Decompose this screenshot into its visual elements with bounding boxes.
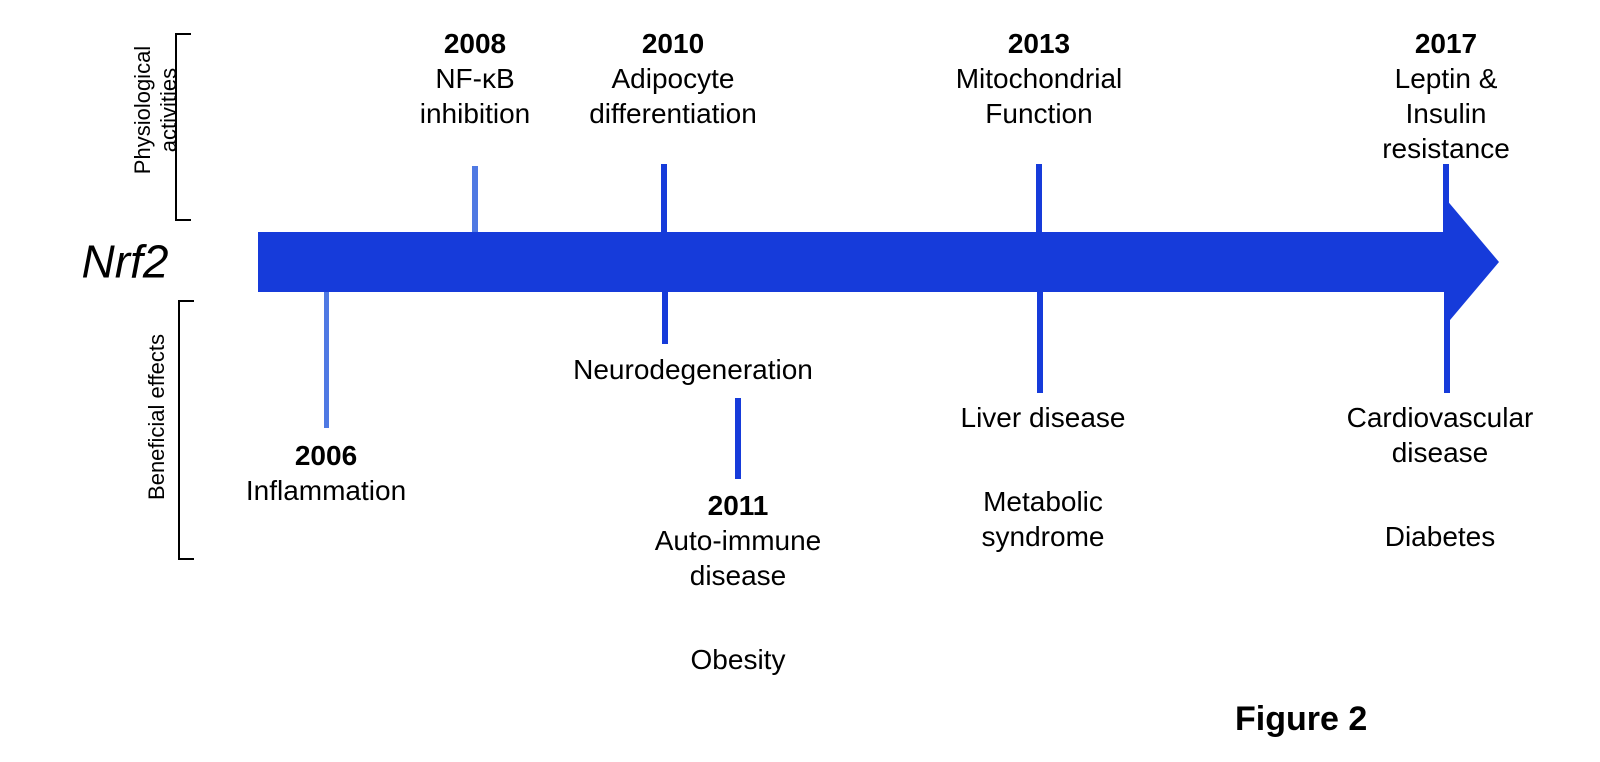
timeline-label: 2010Adipocytedifferentiation xyxy=(589,26,757,131)
timeline-tick xyxy=(1443,164,1449,232)
timeline-tick xyxy=(1036,164,1042,232)
timeline-tick xyxy=(1444,292,1450,393)
timeline-label: 2006Inflammation xyxy=(246,438,406,508)
timeline-tick xyxy=(324,292,329,428)
timeline-tick xyxy=(1037,292,1043,393)
timeline-label: 2017Leptin & Insulinresistance xyxy=(1369,26,1523,166)
timeline-tick xyxy=(661,164,667,232)
timeline-label: 2008NF-κBinhibition xyxy=(420,26,531,131)
timeline-tick xyxy=(472,166,478,232)
timeline-label: Neurodegeneration xyxy=(573,352,813,387)
timeline-label: CardiovasculardiseaseDiabetes xyxy=(1347,400,1534,554)
timeline-label: 2013MitochondrialFunction xyxy=(956,26,1123,131)
timeline-tick xyxy=(735,398,741,479)
timeline-label: 2011Auto-immunediseaseObesity xyxy=(655,488,822,677)
figure-caption: Figure 2 xyxy=(1235,698,1367,741)
timeline-tick xyxy=(662,292,668,344)
timeline-label: Liver diseaseMetabolicsyndrome xyxy=(961,400,1126,554)
